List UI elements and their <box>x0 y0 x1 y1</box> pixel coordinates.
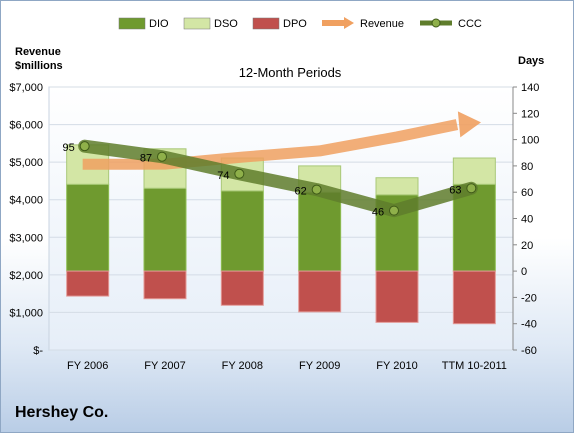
bar-dpo <box>66 270 110 297</box>
ccc-data-label: 46 <box>372 207 384 219</box>
legend-swatch-revenue-head <box>344 17 354 29</box>
bar-dio <box>143 187 187 272</box>
ccc-marker <box>466 183 477 194</box>
bar-dio <box>298 191 342 272</box>
left-tick-label: $7,000 <box>9 82 43 94</box>
legend-swatch-dso <box>183 17 211 30</box>
legend-swatch-dio <box>118 17 146 30</box>
bars <box>66 144 496 325</box>
ccc-series <box>78 139 478 218</box>
revenue-arrowhead <box>457 111 481 138</box>
right-tick-label: 60 <box>521 187 533 199</box>
legend-swatch-ccc-marker <box>431 18 441 28</box>
left-tick-label: $5,000 <box>9 157 43 169</box>
category-label: FY 2010 <box>376 360 417 372</box>
legend-label-dpo: DPO <box>283 18 307 30</box>
category-label: FY 2007 <box>144 360 185 372</box>
bar-dio <box>220 190 264 272</box>
bar-dpo <box>298 270 342 313</box>
category-label: TTM 10-2011 <box>442 360 507 372</box>
ccc-marker <box>157 151 167 162</box>
category-label: FY 2009 <box>299 360 340 372</box>
right-tick-label: 100 <box>521 135 539 147</box>
company-name: Hershey Co. <box>15 404 109 421</box>
right-tick-label: -40 <box>521 319 537 331</box>
ccc-data-label: 74 <box>217 170 229 182</box>
bar-dio <box>452 183 496 272</box>
left-tick-label: $- <box>33 345 43 357</box>
right-tick-label: 40 <box>521 214 533 226</box>
bar-dio <box>66 183 110 272</box>
left-tick-label: $3,000 <box>9 232 43 244</box>
ccc-marker <box>79 141 90 152</box>
left-axis-title-line1: Revenue <box>15 46 61 58</box>
category-label: FY 2008 <box>222 360 263 372</box>
axes: $- $1,000 $2,000 $3,000 $4,000 $5,000 $6,000 $7… <box>9 82 539 372</box>
data-labels: 95 87 74 62 46 63 <box>63 142 462 218</box>
ccc-data-label: 63 <box>449 184 461 196</box>
legend-label-dio: DIO <box>149 18 169 30</box>
ccc-marker <box>389 205 399 216</box>
left-tick-label: $6,000 <box>9 120 43 132</box>
legend-label-revenue: Revenue <box>360 18 404 30</box>
left-tick-label: $1,000 <box>9 307 43 319</box>
right-tick-label: 20 <box>521 240 533 252</box>
bar-dpo <box>375 270 419 323</box>
category-label: FY 2006 <box>67 360 108 372</box>
revenue-series <box>82 111 481 170</box>
legend-label-dso: DSO <box>214 18 238 30</box>
right-axis-title: Days <box>518 55 544 67</box>
chart-title: 12-Month Periods <box>239 65 342 80</box>
ccc-data-label: 95 <box>63 142 75 154</box>
bar-dpo <box>452 270 496 325</box>
right-tick-label: -20 <box>521 292 537 304</box>
ccc-data-label: 62 <box>295 186 307 198</box>
legend-label-ccc: CCC <box>458 18 482 30</box>
right-tick-label: 0 <box>521 266 527 278</box>
legend-swatch-dpo <box>252 17 280 30</box>
bar-dpo <box>220 270 264 306</box>
bar-dso <box>375 177 419 196</box>
bar-dso <box>452 157 496 185</box>
right-tick-label: -60 <box>521 345 537 357</box>
ccc-marker <box>234 168 245 179</box>
ccc-data-label: 87 <box>140 153 152 165</box>
left-tick-label: $4,000 <box>9 195 43 207</box>
right-tick-label: 120 <box>521 108 539 120</box>
ccc-marker <box>311 184 322 195</box>
legend: DIO DSO DPO Revenue CCC <box>118 17 482 30</box>
left-tick-label: $2,000 <box>9 270 43 282</box>
right-tick-label: 140 <box>521 82 539 94</box>
revenue-line <box>82 119 459 170</box>
ccc-line <box>78 139 478 218</box>
right-tick-label: 80 <box>521 161 533 173</box>
left-axis-title-line2: $millions <box>15 60 63 72</box>
bar-dpo <box>143 270 187 300</box>
